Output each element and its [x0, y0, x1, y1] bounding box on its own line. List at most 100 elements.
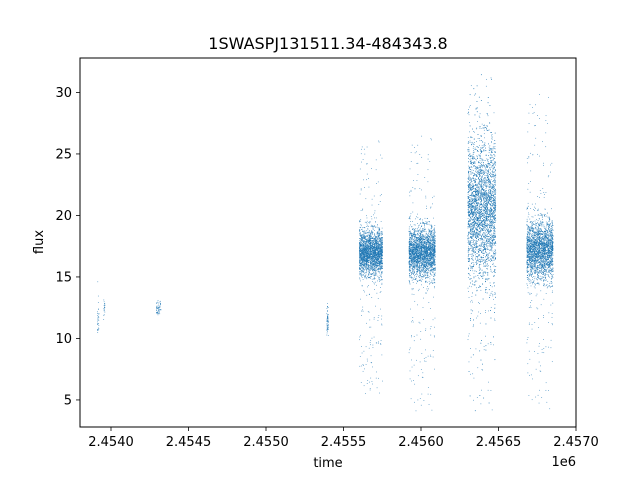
data-point: [365, 256, 367, 258]
data-point: [434, 261, 435, 262]
data-point: [376, 244, 377, 246]
data-point: [379, 249, 381, 251]
data-point: [371, 225, 373, 226]
data-point: [359, 250, 361, 252]
data-point: [431, 265, 432, 266]
data-point: [414, 249, 416, 250]
data-point: [361, 248, 363, 250]
data-point: [362, 269, 364, 271]
data-point: [362, 364, 364, 365]
data-point: [409, 247, 411, 249]
data-point: [432, 259, 434, 261]
data-point: [415, 248, 417, 250]
data-point: [417, 258, 419, 260]
data-point: [359, 168, 361, 170]
data-point: [327, 306, 328, 308]
data-point: [408, 261, 410, 262]
data-point: [419, 322, 421, 324]
data-point: [418, 246, 420, 248]
data-point: [372, 242, 374, 244]
data-point: [366, 251, 368, 253]
data-point: [419, 266, 421, 268]
data-point: [417, 304, 418, 306]
data-point: [371, 251, 373, 253]
data-point: [382, 255, 383, 256]
data-point: [367, 258, 369, 260]
data-point: [429, 258, 431, 260]
data-point: [378, 246, 379, 247]
data-point: [431, 252, 433, 254]
data-point: [380, 264, 382, 266]
data-point: [412, 265, 414, 267]
data-point: [365, 249, 366, 251]
data-point: [361, 229, 362, 230]
data-point: [360, 153, 362, 155]
data-point: [371, 264, 373, 266]
data-point: [373, 244, 374, 245]
data-point: [419, 242, 421, 244]
data-point: [364, 248, 366, 250]
data-point: [375, 342, 377, 344]
data-point: [426, 245, 427, 247]
data-point: [364, 241, 366, 242]
data-point: [430, 356, 432, 357]
data-point: [380, 344, 382, 345]
data-point: [363, 253, 365, 255]
data-point: [361, 253, 363, 255]
data-point: [361, 252, 362, 253]
data-point: [366, 256, 368, 258]
data-point: [425, 257, 427, 258]
data-point: [425, 238, 426, 239]
data-point: [421, 226, 422, 227]
data-point: [359, 226, 361, 228]
data-point: [367, 253, 369, 255]
data-point: [411, 261, 413, 262]
data-point: [362, 235, 364, 237]
data-point: [377, 265, 378, 267]
data-point: [379, 234, 380, 236]
data-point: [377, 252, 379, 254]
data-point: [327, 327, 329, 329]
data-point: [429, 253, 431, 255]
data-point: [416, 269, 418, 270]
data-point: [427, 248, 428, 250]
data-point: [434, 259, 436, 260]
data-point: [361, 240, 363, 242]
data-point: [374, 238, 376, 239]
data-point: [359, 264, 361, 265]
data-point: [359, 356, 361, 357]
data-point: [379, 392, 380, 394]
data-point: [370, 273, 372, 275]
data-point: [425, 266, 426, 267]
data-point: [411, 234, 413, 236]
data-point: [420, 257, 421, 259]
data-point: [414, 275, 416, 276]
data-point: [359, 246, 360, 248]
data-point: [423, 255, 425, 256]
data-point: [370, 255, 372, 257]
data-point: [409, 256, 410, 258]
data-point: [371, 257, 372, 259]
data-point: [377, 260, 379, 262]
data-point: [369, 255, 371, 256]
data-point: [371, 242, 373, 244]
data-point: [425, 293, 427, 294]
data-point: [419, 254, 421, 255]
data-point: [375, 243, 377, 245]
data-point: [377, 265, 379, 267]
data-point: [425, 266, 426, 268]
data-point: [427, 253, 428, 255]
data-point: [421, 265, 422, 266]
data-point: [425, 231, 427, 233]
data-point: [430, 243, 431, 245]
data-point: [421, 267, 423, 269]
data-point: [412, 265, 414, 267]
data-point: [427, 244, 429, 245]
data-point: [368, 253, 370, 255]
data-point: [425, 263, 427, 265]
data-point: [373, 246, 375, 248]
data-point: [156, 303, 158, 304]
data-point: [420, 237, 421, 239]
data-point: [424, 246, 426, 247]
data-point: [433, 256, 435, 257]
